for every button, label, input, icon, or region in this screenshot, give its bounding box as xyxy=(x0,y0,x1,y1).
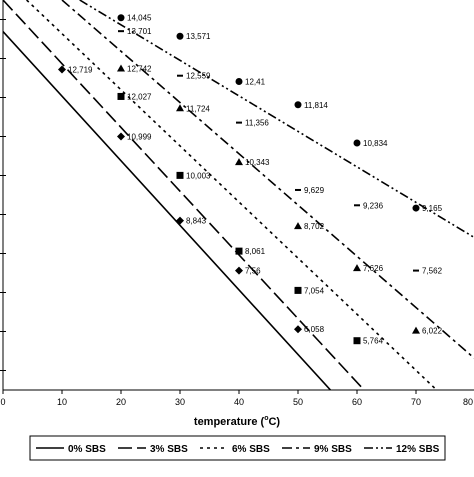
data-label: 13,701 xyxy=(127,27,152,36)
data-point xyxy=(117,64,125,72)
trend-line xyxy=(26,0,438,390)
legend-box xyxy=(29,435,446,461)
trend-line xyxy=(3,0,365,390)
data-label: 6,058 xyxy=(304,325,325,334)
data-label: 12,559 xyxy=(186,72,211,81)
data-label: 10,999 xyxy=(127,133,152,142)
data-point xyxy=(294,325,302,334)
data-label: 9,236 xyxy=(363,201,384,210)
x-tick-label: 80 xyxy=(463,397,473,407)
x-tick-label: 60 xyxy=(352,397,362,407)
legend-label: 9% SBS xyxy=(314,444,352,455)
data-point xyxy=(176,32,184,40)
data-point xyxy=(117,14,125,22)
data-label: 9,629 xyxy=(304,186,325,195)
data-label: 11,724 xyxy=(186,104,210,113)
legend-label: 3% SBS xyxy=(150,444,188,455)
data-point xyxy=(176,216,184,225)
legend-label: 6% SBS xyxy=(232,444,270,455)
data-point xyxy=(176,171,184,179)
data-point xyxy=(353,337,361,345)
data-point xyxy=(294,286,302,294)
data-label: 11,356 xyxy=(245,119,269,128)
data-point xyxy=(235,78,243,86)
data-label: 12,719 xyxy=(68,65,93,74)
legend-label: 12% SBS xyxy=(396,444,440,455)
ticks: 0 10 20 30 40 50 60 70 80 xyxy=(0,19,473,407)
data-label: 10,834 xyxy=(363,139,388,148)
trend-line xyxy=(61,0,474,359)
data-point xyxy=(58,65,66,74)
x-tick-label: 70 xyxy=(411,397,421,407)
data-label: 8,702 xyxy=(304,222,325,231)
data-label: 13,571 xyxy=(186,32,211,41)
data-label: 10,343 xyxy=(245,158,270,167)
data-point xyxy=(354,204,360,207)
data-label: 14,045 xyxy=(127,14,152,23)
series-9-sbs: 13,701 12,559 11,356 9,629 9,236 7,562 xyxy=(61,0,474,359)
data-label: 8,843 xyxy=(186,217,207,226)
plot-area: 12,71910,9998,8437,566,05812,02710,0038,… xyxy=(3,0,474,390)
data-label: 8,061 xyxy=(245,247,266,256)
data-point xyxy=(177,74,183,77)
data-point xyxy=(117,92,125,100)
data-label: 12,742 xyxy=(127,65,152,74)
data-point xyxy=(118,30,124,33)
data-label: 6,022 xyxy=(422,327,443,336)
data-point xyxy=(117,132,125,141)
data-label: 7,054 xyxy=(304,286,325,295)
x-axis-title: temperature (oC) xyxy=(194,415,281,428)
data-point xyxy=(235,247,243,255)
series-3-sbs: 12,027 10,003 8,061 7,054 5,764 xyxy=(3,0,384,390)
series-12-sbs: 14,045 13,571 12,41 11,814 10,834 9,165 xyxy=(79,0,474,239)
legend: 0% SBS 3% SBS 6% SBS 9% SBS 12% SBS xyxy=(29,435,446,461)
data-label: 11,814 xyxy=(304,101,328,110)
data-label: 5,764 xyxy=(363,337,384,346)
data-point xyxy=(235,266,243,275)
trend-line xyxy=(3,31,332,390)
data-label: 7,562 xyxy=(422,267,443,276)
data-point xyxy=(295,188,301,191)
x-tick-label: 0 xyxy=(0,397,5,407)
x-tick-label: 10 xyxy=(57,397,67,407)
trend-line xyxy=(79,0,474,239)
data-point xyxy=(413,269,419,272)
legend-label: 0% SBS xyxy=(68,444,106,455)
series-6-sbs: 12,742 11,724 10,343 8,702 7,626 6,022 xyxy=(26,0,443,390)
x-tick-label: 20 xyxy=(116,397,126,407)
x-tick-label: 40 xyxy=(234,397,244,407)
data-label: 10,003 xyxy=(186,171,211,180)
data-point xyxy=(294,101,302,109)
data-point xyxy=(353,139,361,147)
data-label: 12,41 xyxy=(245,78,266,87)
data-point xyxy=(294,222,302,230)
data-label: 12,027 xyxy=(127,92,152,101)
data-label: 7,626 xyxy=(363,264,384,273)
data-point xyxy=(412,204,420,212)
data-point xyxy=(236,121,242,124)
x-tick-label: 30 xyxy=(175,397,185,407)
data-point xyxy=(412,326,420,334)
x-tick-label: 50 xyxy=(293,397,303,407)
data-point xyxy=(353,264,361,272)
data-label: 9,165 xyxy=(422,204,443,213)
data-point xyxy=(235,158,243,166)
data-point xyxy=(176,104,184,112)
